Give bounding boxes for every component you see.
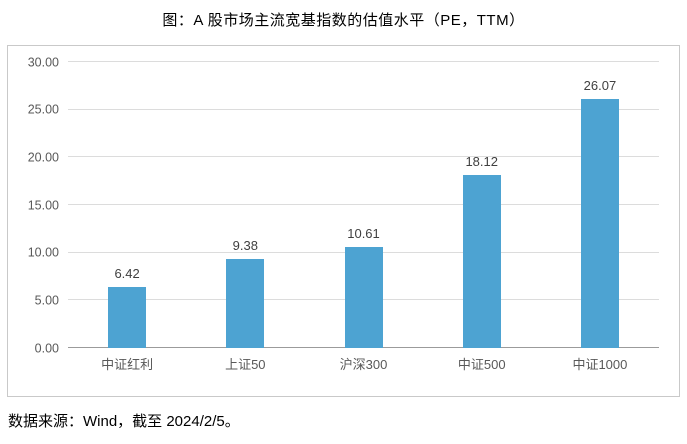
y-tick-label: 20.00: [27, 150, 59, 165]
gridline: [68, 156, 659, 158]
y-tick-label: 10.00: [27, 245, 59, 260]
report-figure: 图：A 股市场主流宽基指数的估值水平（PE，TTM） 0.00 5.00 10.00…: [7, 12, 680, 430]
bar-value-label: 9.38: [232, 237, 258, 253]
x-category-label: 中证1000: [572, 357, 628, 372]
bar-column: 9.38 上证50: [186, 62, 304, 371]
x-category-label: 沪深300: [339, 357, 388, 372]
bar-column: 6.42 中证红利: [68, 62, 186, 371]
bar: [580, 99, 619, 348]
plot-area: 0.00 5.00 10.00 15.00 20.00 25.00 30.00 6.42 中证红…: [28, 56, 659, 371]
y-tick-label: 25.00: [27, 102, 59, 117]
bar-value-label: 18.12: [465, 154, 498, 170]
bar-column: 18.12 中证500: [423, 62, 541, 371]
bar-value-label: 26.07: [583, 78, 617, 94]
bar: [108, 286, 147, 348]
y-tick-label: 0.00: [34, 340, 59, 355]
y-tick-label: 5.00: [34, 293, 59, 308]
gridline: [68, 108, 659, 110]
bar-value-label: 10.61: [347, 225, 380, 241]
bar: [344, 246, 383, 348]
chart-title: 图：A 股市场主流宽基指数的估值水平（PE，TTM）: [162, 12, 525, 29]
bar: [462, 175, 501, 348]
x-category-label: 中证红利: [101, 357, 154, 372]
y-tick-label: 15.00: [27, 197, 59, 212]
gridline: [68, 61, 659, 62]
gridline: [68, 204, 659, 205]
chart-container: 0.00 5.00 10.00 15.00 20.00 25.00 30.00 6.42 中证红…: [7, 45, 680, 397]
bar-column: 10.61 沪深300: [304, 62, 422, 371]
x-category-label: 上证50: [225, 357, 266, 372]
bar-columns: 6.42 中证红利 9.38 上证50 10.61 沪深300 18.12 中证500 26.0…: [68, 62, 659, 371]
data-source-note: 数据来源：Wind，截至 2024/2/5。: [8, 413, 240, 430]
bar: [226, 258, 265, 348]
y-tick-label: 30.00: [27, 54, 59, 69]
x-category-label: 中证500: [457, 357, 506, 372]
bar-value-label: 6.42: [114, 265, 140, 281]
bar-column: 26.07 中证1000: [541, 62, 659, 371]
